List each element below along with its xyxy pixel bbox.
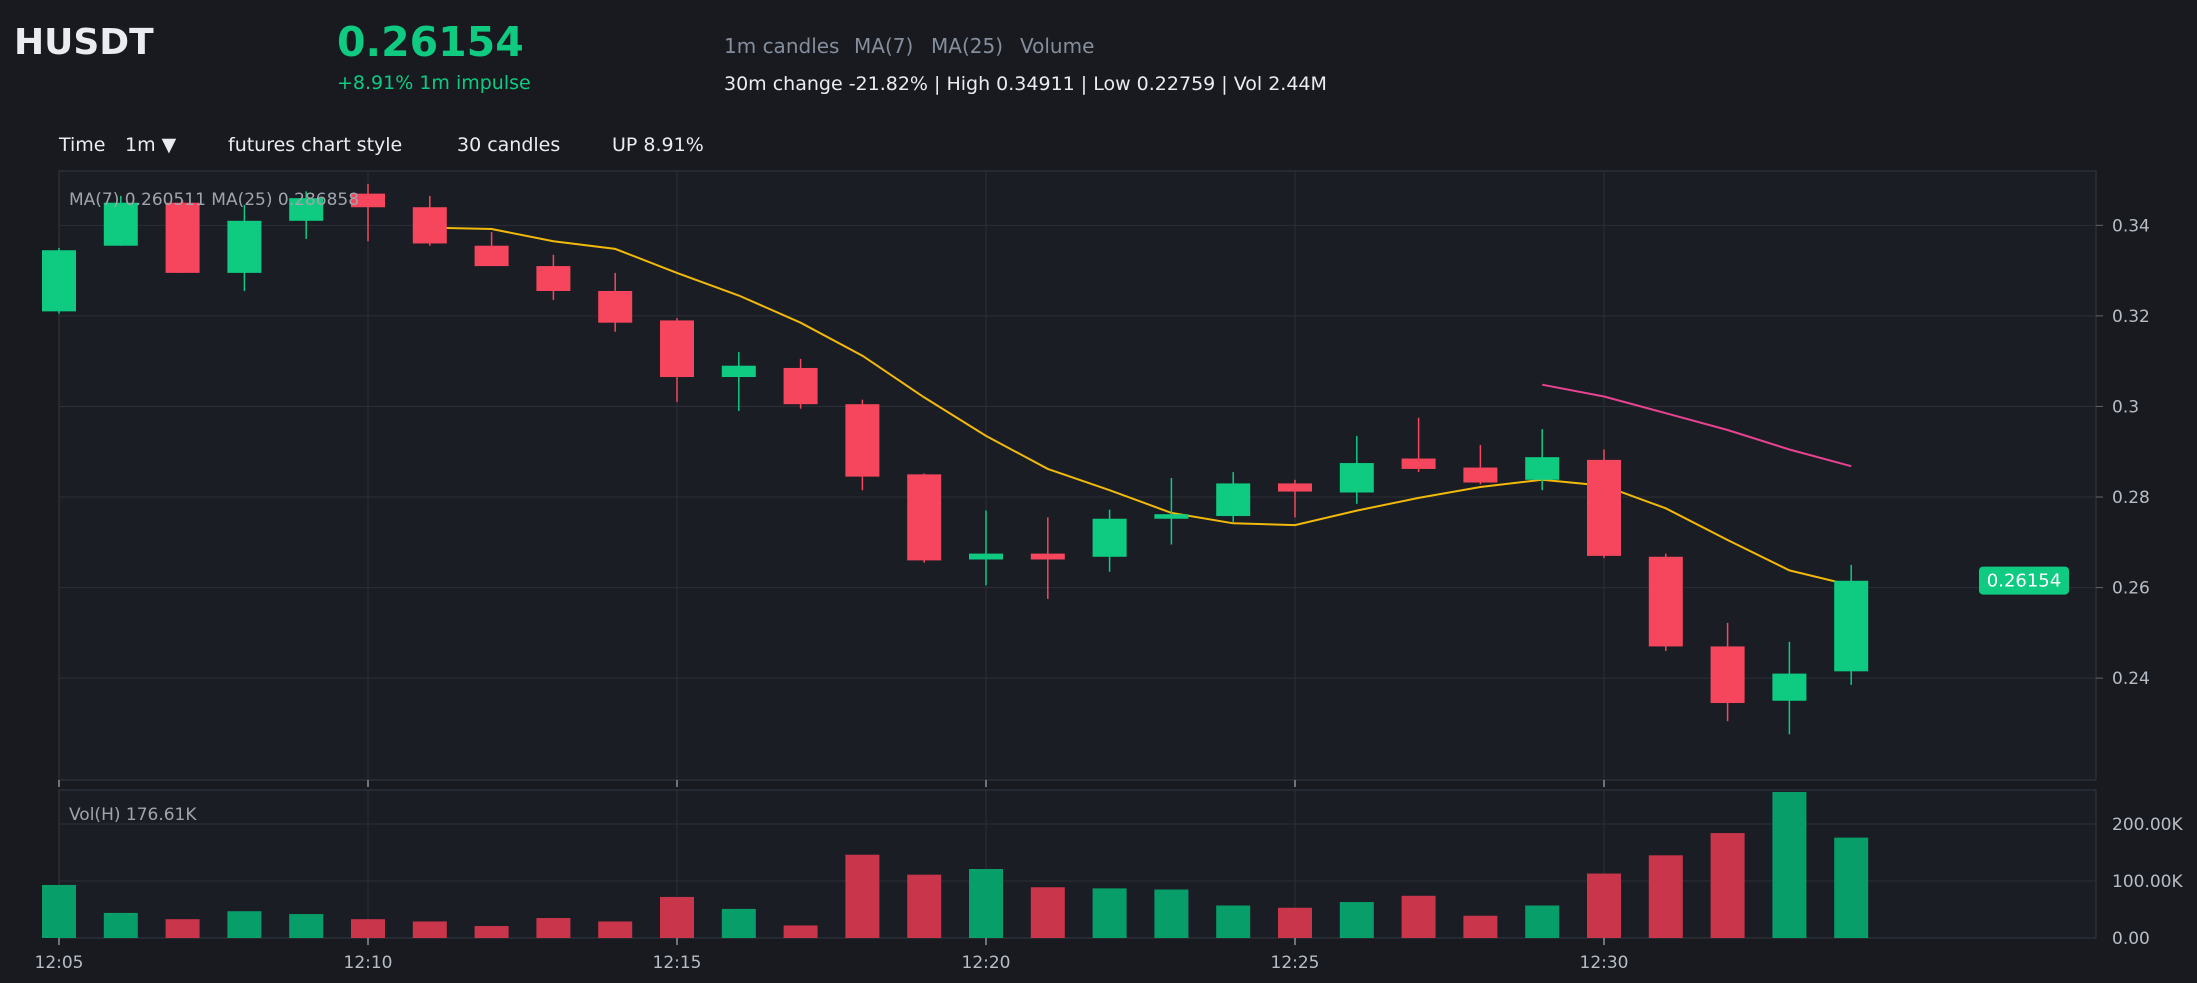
candle-body (289, 198, 324, 221)
price-tick-label: 0.32 (2112, 307, 2150, 327)
candle-body (660, 320, 694, 378)
candle-body (536, 266, 571, 291)
candle-body (412, 207, 447, 244)
volume-bar (1772, 792, 1807, 938)
candle-body (165, 202, 200, 273)
volume-bar (227, 911, 262, 938)
ma-legend: MA(7) 0.260511 MA(25) 0.286858 (69, 190, 359, 210)
last-price-tag: 0.26154 (1979, 566, 2069, 595)
time-tick-label: 12:20 (962, 953, 1011, 973)
candles (42, 184, 1869, 735)
volume-bars (42, 792, 1869, 938)
candle-body (42, 250, 76, 312)
indicator-volume[interactable]: Volume (1020, 34, 1095, 58)
volume-bar (1710, 833, 1745, 938)
volume-bar (660, 896, 694, 938)
volume-bar (969, 868, 1003, 938)
time-tick-label: 12:15 (653, 953, 702, 973)
price-tick-label: 0.26 (2112, 579, 2150, 599)
candle-body (969, 553, 1003, 560)
volume-bar (1216, 905, 1251, 938)
stats-summary: 30m change -21.82% | High 0.34911 | Low … (724, 73, 1327, 95)
volume-bar (598, 921, 633, 938)
candle-body (1216, 483, 1251, 517)
candle-count: 30 candles (457, 134, 561, 156)
time-tick-label: 12:10 (344, 953, 393, 973)
candle-body (474, 245, 509, 267)
indicator-candles[interactable]: 1m candles (724, 34, 840, 58)
candle-body (907, 474, 942, 561)
volume-bar (289, 914, 324, 938)
candle-body (1339, 463, 1374, 493)
volume-bar (351, 919, 385, 938)
candle-body (1710, 646, 1745, 704)
ma25-line (1542, 383, 1852, 468)
volume-pane (58, 789, 2097, 939)
indicator-ma7[interactable]: MA(7) (854, 34, 914, 58)
candle-body (1525, 457, 1560, 480)
candle-body (1772, 673, 1807, 701)
time-tick-label: 12:30 (1580, 953, 1629, 973)
volume-bar (1154, 889, 1189, 938)
volume-bar (721, 908, 756, 938)
time-tick-label: 12:25 (1271, 953, 1320, 973)
candle-body (1092, 518, 1127, 557)
candle-body (351, 193, 385, 208)
price-tick-label: 0.24 (2112, 669, 2150, 689)
volume-legend: Vol(H) 176.61K (69, 805, 197, 825)
candle-body (103, 202, 138, 246)
candle-body (1030, 553, 1065, 560)
candle-body (227, 220, 262, 273)
volume-bar (845, 854, 880, 938)
svg-text:0.26154: 0.26154 (1987, 571, 2061, 592)
candle-body (1587, 459, 1621, 556)
direction-badge: UP 8.91% (612, 134, 704, 156)
volume-bar (1834, 837, 1869, 938)
candle-body (1401, 458, 1436, 469)
chart-style-button[interactable]: futures chart style (228, 134, 403, 156)
volume-bar (1525, 905, 1560, 938)
volume-bar (1339, 902, 1374, 938)
price-tick-label: 0.3 (2112, 397, 2139, 417)
volume-bar (1587, 873, 1621, 938)
volume-bar (536, 918, 571, 938)
candle-body (845, 404, 880, 477)
candle-body (598, 290, 633, 323)
price-tick-label: 0.28 (2112, 488, 2150, 508)
axes: 0.34 0.32 0.3 0.28 0.26 0.24 200.00K 100.00K 0.0… (35, 216, 2184, 973)
price-tick-label: 0.34 (2112, 216, 2150, 236)
time-tick-label: 12:05 (35, 953, 84, 973)
volume-bar (165, 919, 200, 938)
volume-bar (1278, 907, 1312, 938)
volume-tick-label: 100.00K (2112, 872, 2183, 892)
volume-bar (412, 921, 447, 938)
volume-bar (1401, 895, 1436, 938)
time-label: Time (59, 134, 106, 156)
volume-bar (42, 884, 76, 938)
volume-tick-label: 0.00 (2112, 929, 2150, 949)
candle-body (1463, 467, 1498, 483)
last-price: 0.26154 (337, 18, 524, 66)
volume-bar (1463, 915, 1498, 938)
candle-body (1154, 514, 1189, 519)
volume-bar (783, 925, 818, 938)
interval-dropdown[interactable]: 1m ▼ (125, 134, 177, 156)
candle-body (721, 365, 756, 378)
indicator-ma25[interactable]: MA(25) (931, 34, 1003, 58)
volume-bar (1092, 888, 1127, 938)
volume-tick-label: 200.00K (2112, 815, 2183, 835)
volume-bar (1648, 855, 1683, 938)
candle-body (1834, 580, 1869, 672)
volume-bar (474, 926, 509, 938)
symbol: HUSDT (14, 22, 154, 63)
volume-bar (907, 874, 942, 938)
candle-body (783, 367, 818, 405)
price-change: +8.91% 1m impulse (337, 72, 531, 94)
volume-bar (103, 912, 138, 938)
candle-body (1278, 483, 1312, 492)
grid-lines (58, 171, 2096, 939)
candle-body (1648, 556, 1683, 647)
volume-bar (1030, 887, 1065, 938)
